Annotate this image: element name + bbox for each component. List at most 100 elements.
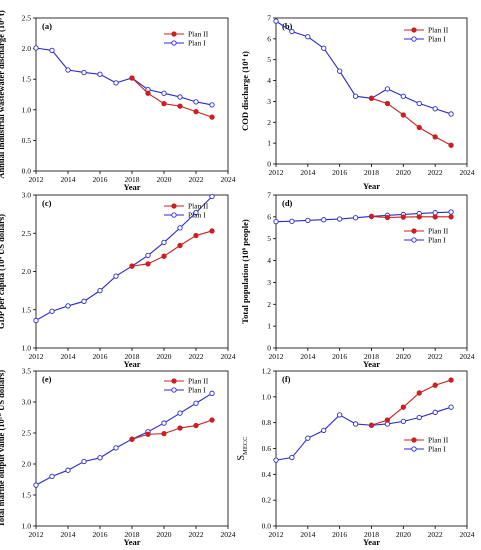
data-point (65, 67, 71, 73)
y-tick-label: 1.5 (22, 491, 32, 500)
series-line-plan-i (275, 406, 452, 461)
data-point (337, 216, 343, 222)
legend-swatch-marker (171, 31, 177, 37)
data-point (193, 99, 199, 105)
data-point (400, 214, 406, 220)
data-point (337, 68, 343, 74)
series-line-plan-ii (371, 379, 452, 426)
y-tick-label: 7 (267, 14, 271, 23)
legend-label: Plan II (428, 436, 449, 445)
data-point (129, 436, 135, 442)
y-tick-label: 0.6 (262, 444, 272, 453)
x-tick-label: 2014 (300, 530, 315, 539)
data-point (416, 124, 422, 131)
legend-swatch-marker (411, 446, 417, 452)
data-point (384, 100, 391, 107)
data-point (416, 214, 422, 220)
x-tick-label: 2014 (61, 530, 76, 539)
y-tick-label: 2.5 (22, 429, 32, 438)
series-line-plan-i (35, 196, 213, 321)
data-point (145, 90, 151, 96)
data-point (448, 209, 454, 215)
legend-label: Plan I (428, 445, 446, 454)
data-point (448, 111, 454, 117)
series-line-plan-ii (371, 97, 452, 146)
data-point (400, 404, 406, 410)
data-point (209, 417, 215, 423)
data-point (448, 142, 454, 148)
data-point (432, 106, 438, 112)
x-tick-label: 2018 (125, 530, 140, 539)
legend-swatch-marker (171, 203, 177, 209)
chart-panel-6: 2012 2014 2016 2018 2020 2022 2024 0.0 0.2 0.4 0.6… (236, 367, 475, 548)
x-axis-label: Year (363, 181, 380, 191)
series-line-plan-i (275, 20, 452, 115)
x-tick-label: 2014 (61, 175, 76, 184)
panel-label: (a) (42, 21, 52, 31)
x-tick-label: 2012 (29, 530, 44, 539)
x-tick-label: 2020 (396, 352, 411, 361)
chart-panel-5: 2012 2014 2016 2018 2020 2022 2024 1.0 1.5 2.0 2.5… (0, 367, 236, 548)
legend-swatch-marker (411, 27, 417, 33)
chart-panel-2: 2012 2014 2016 2018 2020 2022 2024 0 1 2 3 4 5 6 7 Year… (240, 14, 475, 192)
data-point (49, 308, 55, 314)
data-point (305, 34, 311, 40)
data-point (273, 219, 279, 225)
x-tick-label: 2022 (428, 352, 443, 361)
data-point (193, 400, 199, 406)
y-tick-label: 0 (267, 344, 271, 353)
y-axis-label: Total marine output value (10¹⁰ US dolla… (0, 370, 6, 527)
data-point (289, 28, 295, 35)
data-point (193, 209, 199, 216)
x-tick-label: 2016 (332, 352, 347, 361)
legend-swatch-marker (411, 437, 417, 443)
y-tick-label: 0 (267, 160, 271, 169)
data-point (161, 239, 167, 246)
data-point (161, 430, 167, 437)
x-tick-label: 2020 (157, 530, 172, 539)
data-point (33, 482, 39, 488)
data-point (273, 457, 279, 463)
x-tick-label: 2020 (157, 175, 172, 184)
x-tick-label: 2018 (364, 352, 379, 361)
data-point (129, 263, 135, 269)
y-tick-label: 1.0 (22, 522, 32, 531)
x-tick-label: 2022 (189, 530, 204, 539)
y-axis-label: SMECC (236, 437, 249, 461)
data-point (368, 422, 375, 428)
data-point (129, 75, 135, 81)
data-point (321, 217, 327, 223)
legend-swatch-marker (411, 36, 417, 42)
data-point (384, 417, 391, 423)
y-tick-label: 0.5 (22, 136, 32, 145)
data-point (289, 454, 295, 461)
legend-label: Plan II (428, 26, 449, 35)
data-point (33, 45, 39, 51)
x-tick-label: 2018 (125, 175, 140, 184)
legend-swatch-marker (411, 228, 417, 234)
y-tick-label: 3 (267, 97, 271, 106)
data-point (305, 435, 311, 441)
chart-panel-3: 2012 2014 2016 2018 2020 2022 2024 1.0 1.5 2.0 2.5… (0, 191, 236, 370)
x-axis-label: Year (124, 537, 141, 547)
data-point (209, 228, 215, 234)
data-point (416, 414, 422, 421)
data-point (400, 418, 406, 425)
x-tick-label: 2016 (93, 352, 108, 361)
data-point (384, 86, 391, 92)
data-point (368, 213, 375, 220)
data-point (65, 303, 71, 309)
data-point (384, 214, 391, 221)
data-point (193, 108, 199, 115)
data-point (193, 422, 199, 429)
series-line-plan-ii (131, 77, 213, 118)
y-tick-label: 5 (267, 55, 271, 64)
x-tick-label: 2012 (269, 168, 284, 177)
legend-label: Plan I (428, 236, 446, 245)
y-tick-label: 2 (267, 300, 271, 309)
data-point (145, 431, 151, 437)
x-tick-label: 2014 (300, 168, 315, 177)
data-point (321, 45, 327, 51)
legend-label: Plan I (188, 39, 206, 48)
series-line-plan-ii (131, 230, 213, 267)
